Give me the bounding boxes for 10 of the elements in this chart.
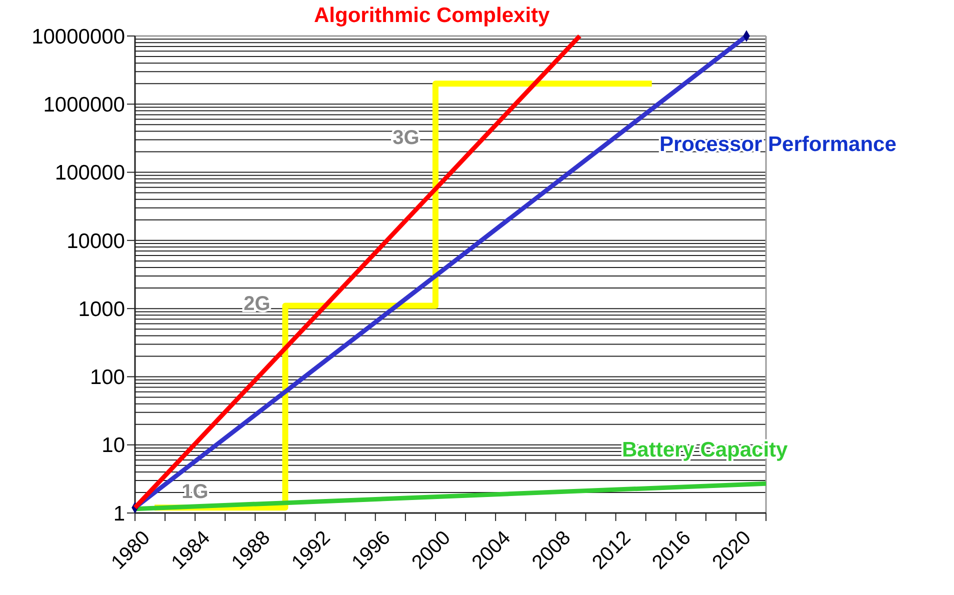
y-tick-label: 10000 (66, 230, 125, 253)
series-label: Algorithmic Complexity (314, 4, 550, 27)
y-tick-label: 1000000 (43, 93, 125, 116)
y-tick-label: 1000 (78, 298, 125, 321)
y-tick-label: 10 (102, 434, 125, 458)
y-tick-label: 100 (90, 366, 125, 390)
y-tick-label: 1 (113, 502, 125, 526)
series-label: Processor Performance (659, 133, 896, 156)
y-tick-label: 10000000 (32, 25, 125, 48)
y-tick-label: 100000 (54, 162, 125, 185)
